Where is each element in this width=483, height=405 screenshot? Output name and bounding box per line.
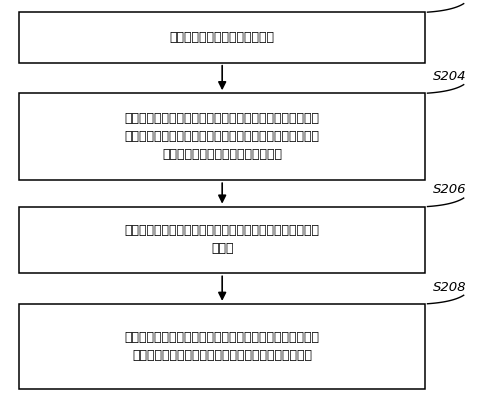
Text: S208: S208 xyxy=(433,281,466,294)
Text: 根据网络攻击数据，确定与相应网络攻击事件对应的网络攻
击特征: 根据网络攻击数据，确定与相应网络攻击事件对应的网络攻 击特征 xyxy=(125,224,320,256)
Text: 对网络攻击特征进行分类处理，输出与网络攻击事件对应的
组织信息；组织信息用于对网络攻击事件进行追踪溯源: 对网络攻击特征进行分类处理，输出与网络攻击事件对应的 组织信息；组织信息用于对网… xyxy=(125,331,320,362)
Bar xyxy=(19,12,425,63)
Text: 从网络通信相关数据中筛选与网络攻击事件相关的网络攻击
数据；网络攻击数据包括在网络攻击事件中发生的至少一种
网络攻击行为所对应的攻击行为数据: 从网络通信相关数据中筛选与网络攻击事件相关的网络攻击 数据；网络攻击数据包括在网… xyxy=(125,112,320,161)
Text: S206: S206 xyxy=(433,183,466,196)
Text: S204: S204 xyxy=(433,70,466,83)
Bar xyxy=(19,304,425,389)
Bar xyxy=(19,93,425,180)
Bar xyxy=(19,207,425,273)
Text: S202: S202 xyxy=(433,0,466,2)
Text: 获取待处理的网络通信相关数据: 获取待处理的网络通信相关数据 xyxy=(170,31,275,44)
